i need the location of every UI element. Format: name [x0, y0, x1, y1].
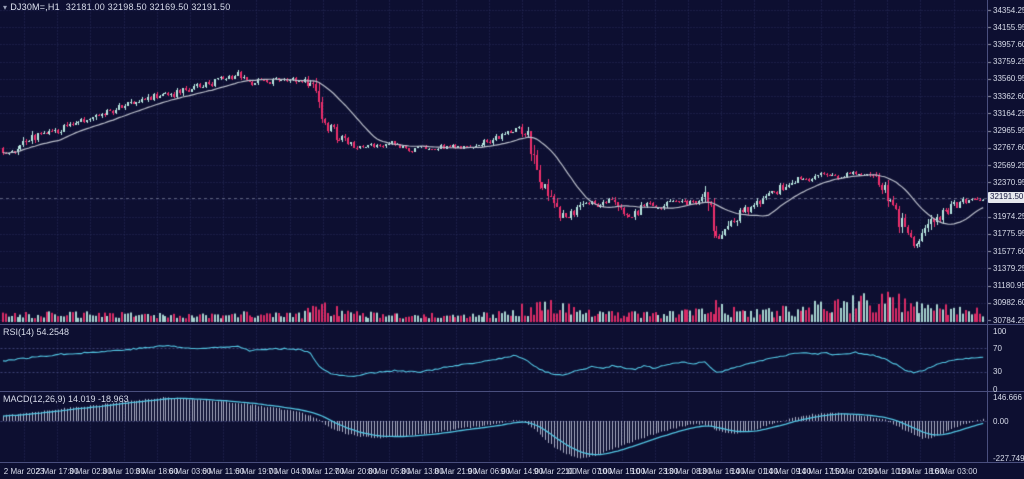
time-axis-label: 14 Mar 09:00 — [764, 467, 812, 476]
time-axis-label: 3 Mar 10:00 — [102, 467, 145, 476]
price-axis-label: 32965.95 — [993, 126, 1024, 136]
price-axis-label: 30784.25 — [993, 315, 1024, 325]
ohlc-values: 32181.00 32198.50 32169.50 32191.50 — [65, 2, 231, 12]
time-axis-label: 15 Mar 10:00 — [863, 467, 911, 476]
price-axis-label: 34155.95 — [993, 22, 1024, 32]
rsi-axis-label: 70 — [993, 343, 1002, 353]
price-axis-label: 33759.25 — [993, 57, 1024, 67]
price-axis-label: 31577.60 — [993, 246, 1024, 256]
time-axis-label: 3 Mar 02:00 — [69, 467, 112, 476]
price-axis-label: 32569.25 — [993, 160, 1024, 170]
price-axis-label: 33560.95 — [993, 74, 1024, 84]
time-axis-label: 2 Mar 17:00 — [35, 467, 79, 476]
current-price-tag: 32191.50 — [988, 192, 1024, 204]
chart-title: ▾ DJ30M=,H1 32181.00 32198.50 32169.50 321… — [3, 2, 230, 12]
time-axis-label: 9 Mar 14:00 — [500, 467, 544, 476]
time-axis-label: 10 Mar 07:00 — [564, 467, 612, 476]
time-axis-label: 7 Mar 04:00 — [268, 467, 311, 476]
time-axis-label: 9 Mar 22:00 — [533, 467, 577, 476]
time-axis-label: 6 Mar 03:00 — [168, 467, 212, 476]
time-axis-label: 14 Mar 01:00 — [730, 467, 778, 476]
macd-indicator-label: MACD(12,26,9) 14.019 -18.963 — [3, 394, 129, 404]
price-axis-label: 34354.25 — [993, 5, 1024, 15]
time-axis-label: 14 Mar 17:00 — [797, 467, 845, 476]
price-axis-label: 33164.25 — [993, 108, 1024, 118]
time-axis-label: 9 Mar 06:00 — [467, 467, 511, 476]
rsi-indicator-label: RSI(14) 54.2548 — [3, 327, 70, 337]
pane-separator-rsi[interactable] — [0, 324, 1024, 325]
time-axis-label: 15 Mar 02:00 — [830, 467, 878, 476]
time-axis-label: 16 Mar 03:00 — [930, 467, 978, 476]
price-axis-label: 33362.60 — [993, 91, 1024, 101]
macd-axis-label: 0.00 — [993, 416, 1009, 426]
price-axis-label: 32767.60 — [993, 143, 1024, 153]
time-axis-label: 7 Mar 20:00 — [334, 467, 378, 476]
time-axis-label: 10 Mar 15:00 — [598, 467, 646, 476]
rsi-axis-label: 100 — [993, 326, 1007, 336]
price-axis-label: 31775.95 — [993, 229, 1024, 239]
time-axis-label: 6 Mar 19:00 — [235, 467, 278, 476]
time-axis-label: 3 Mar 18:00 — [135, 467, 179, 476]
price-axis-label: 33957.60 — [993, 39, 1024, 49]
time-axis-label: 7 Mar 12:00 — [301, 467, 345, 476]
rsi-axis-label: 0 — [993, 384, 998, 394]
price-axis-label: 31974.25 — [993, 212, 1024, 222]
time-axis-label: 6 Mar 11:00 — [202, 467, 245, 476]
time-axis-label: 8 Mar 21:00 — [434, 467, 477, 476]
price-axis-label: 31379.25 — [993, 263, 1024, 273]
time-axis-label: 8 Mar 13:00 — [401, 467, 444, 476]
time-axis-label: 2 Mar 2023 — [3, 467, 45, 476]
symbol-icon: ▾ — [3, 3, 8, 12]
time-axis-separator — [0, 462, 1024, 463]
time-axis-label: 15 Mar 18:00 — [896, 467, 944, 476]
price-axis-label: 30982.60 — [993, 298, 1024, 308]
price-axis-label: 32370.95 — [993, 177, 1024, 187]
symbol-period-text: DJ30M=,H1 — [10, 2, 60, 12]
time-axis-label: 10 Mar 23:00 — [631, 467, 679, 476]
price-axis-label: 31180.95 — [993, 281, 1024, 291]
axis-separator — [987, 0, 988, 463]
time-axis-label: 8 Mar 05:00 — [367, 467, 411, 476]
time-axis-label: 13 Mar 16:00 — [697, 467, 745, 476]
pane-separator-macd[interactable] — [0, 391, 1024, 392]
time-axis-label: 13 Mar 08:00 — [664, 467, 712, 476]
macd-axis-label: 146.666 — [993, 392, 1022, 402]
macd-axis-label: -227.749 — [993, 453, 1024, 463]
rsi-axis-label: 30 — [993, 367, 1002, 377]
